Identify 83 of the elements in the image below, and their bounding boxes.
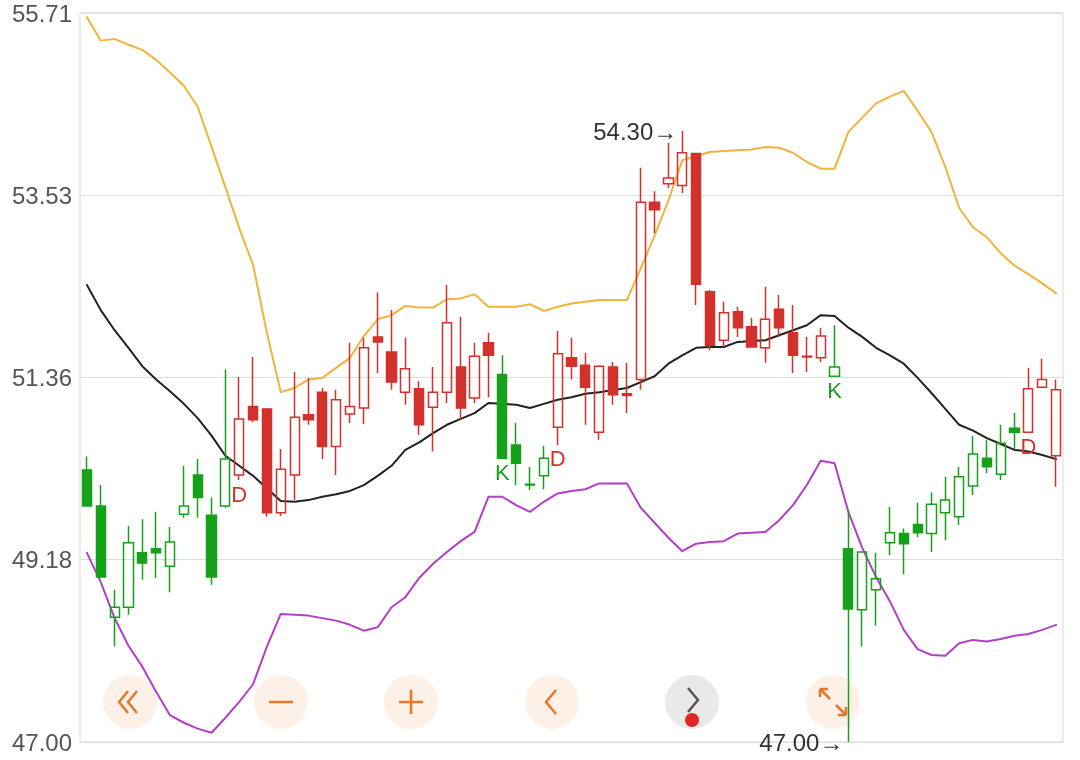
candlestick [981,439,993,475]
text: D [549,446,566,472]
candlestick [510,422,522,486]
candlestick [109,588,121,648]
candlestick [870,552,882,627]
candlestick [718,301,730,348]
candlestick [247,356,259,424]
candlestick [330,388,342,476]
candlestick [912,501,924,538]
candlestick [496,354,508,460]
candlestick [482,331,495,398]
candlestick [801,336,813,373]
candlestick [745,316,758,349]
candlestick [275,448,287,517]
candlestick [413,380,425,436]
candlestick [178,465,190,519]
text: K [827,377,842,403]
candlestick [704,289,716,352]
candlestick [967,434,979,496]
candlestick [953,465,965,526]
candlestick [95,484,107,579]
candlestick [884,506,896,557]
candlestick [316,387,328,460]
candlestick [552,330,564,446]
candlestick [579,352,591,426]
candlestick [648,190,661,234]
candlestick [939,475,951,542]
candlestick [524,465,536,491]
line-series [85,284,1058,503]
candlestick [662,141,675,189]
candlestick [565,336,578,381]
candlestick [1008,412,1021,450]
candlestick [81,455,93,507]
text: D [231,481,248,507]
candlestick [261,407,273,518]
text: K [494,459,510,485]
candlestick [815,326,827,363]
candlestick [690,152,702,306]
candlestick [538,444,550,490]
candlestick [635,167,647,391]
candlestick [676,130,688,194]
candlestick [995,424,1007,481]
candlestick [856,550,868,648]
candlestick [898,527,910,576]
candlestick [1036,357,1048,388]
candlestick [468,342,481,404]
candlestick [427,366,439,453]
candlestick [732,306,744,338]
candlestick [122,525,135,616]
candlestick [621,362,633,414]
candlestick [399,336,411,406]
y-tick-label: 53.53 [11,181,72,209]
candlestick [925,491,938,553]
candlestick [192,458,204,519]
candlestick [787,304,799,374]
candlestick [759,285,771,364]
candlestick [358,336,370,425]
y-tick-label: 55.71 [11,0,72,27]
candlestick [302,377,315,426]
candlestick [385,309,398,391]
candlestick [372,291,384,374]
candlestick [773,294,785,338]
annotation: 47.00→ [759,728,844,756]
candlestick [842,509,854,743]
candlestick [289,371,301,501]
candlestick [828,324,841,377]
annotation: 54.30→ [593,117,678,145]
candlestick [219,368,231,509]
candlestick [344,342,356,424]
candlestick [593,364,605,441]
candlestick [136,518,148,581]
candlestick [205,496,218,586]
candlestick [1050,378,1062,488]
y-tick-label: 47.00 [11,728,72,756]
y-tick-label: 51.36 [11,363,72,391]
candlestick [1022,367,1034,434]
candlestick [607,361,619,406]
candlestick [150,511,162,579]
y-tick-label: 49.18 [11,546,72,574]
candlestick [164,526,176,593]
candlestick [455,316,467,421]
candlestick [233,376,245,481]
candlestick [441,284,453,404]
